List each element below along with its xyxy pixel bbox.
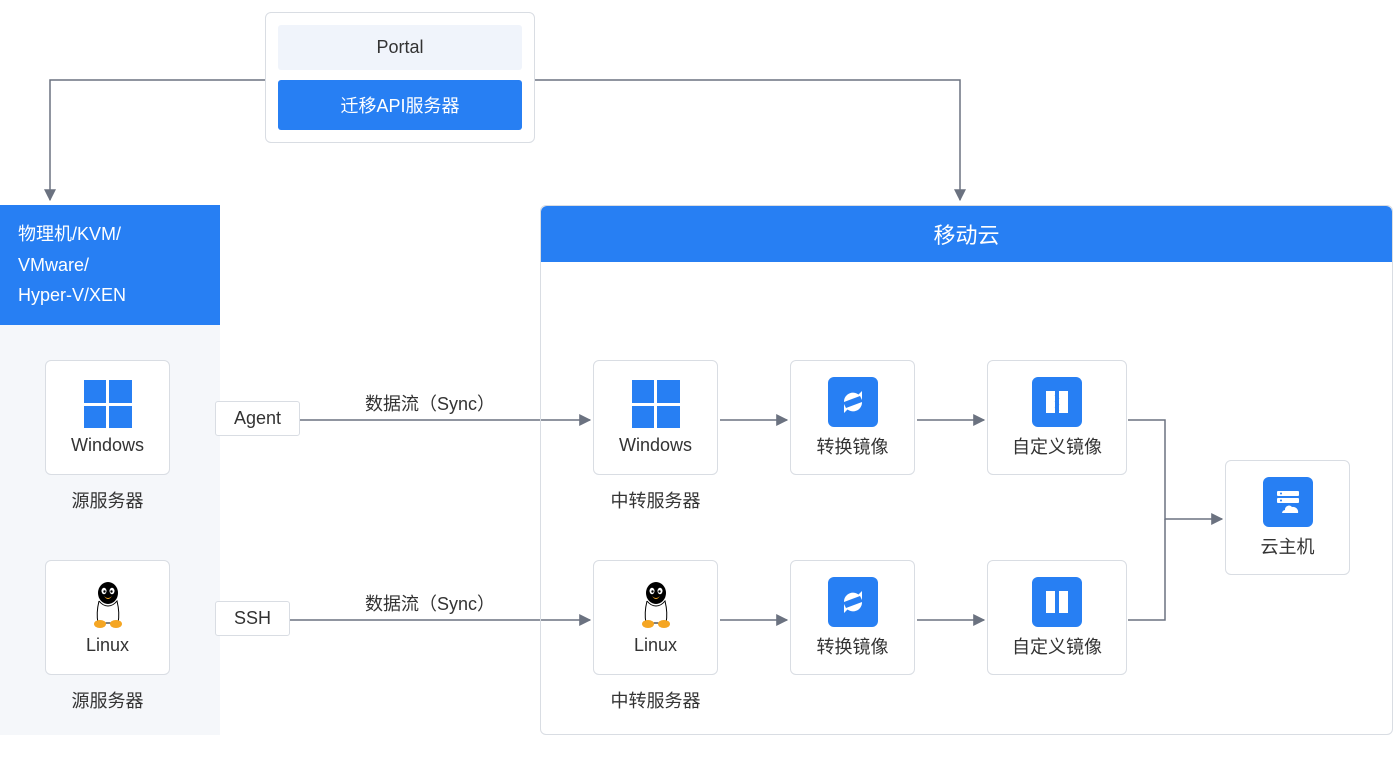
node-relay-windows: Windows 中转服务器 [593, 360, 718, 513]
node-custom-1: 自定义镜像 [987, 360, 1127, 475]
windows-icon [631, 379, 681, 429]
mirror-icon [1032, 577, 1082, 627]
node-src-windows: Windows 源服务器 [45, 360, 170, 513]
node-convert-2: 转换镜像 [790, 560, 915, 675]
node-relay-linux: Linux 中转服务器 [593, 560, 718, 713]
cloud-server-icon [1263, 477, 1313, 527]
node-src-linux: Linux 源服务器 [45, 560, 170, 713]
node-cloud-host: 云主机 [1225, 460, 1350, 575]
tag-agent: Agent [215, 401, 300, 436]
portal-box: Portal [278, 25, 522, 70]
linux-icon [83, 579, 133, 629]
mirror-icon [1032, 377, 1082, 427]
flow-label-1: 数据流（Sync） [365, 390, 495, 416]
api-server-box: 迁移API服务器 [278, 80, 522, 130]
linux-icon [631, 579, 681, 629]
node-custom-2: 自定义镜像 [987, 560, 1127, 675]
node-convert-1: 转换镜像 [790, 360, 915, 475]
source-header: 物理机/KVM/VMware/Hyper-V/XEN [0, 205, 220, 325]
refresh-icon [828, 377, 878, 427]
tag-ssh: SSH [215, 601, 290, 636]
top-panel: Portal 迁移API服务器 [265, 12, 535, 143]
cloud-header: 移动云 [541, 206, 1392, 262]
refresh-icon [828, 577, 878, 627]
flow-label-2: 数据流（Sync） [365, 590, 495, 616]
windows-icon [83, 379, 133, 429]
